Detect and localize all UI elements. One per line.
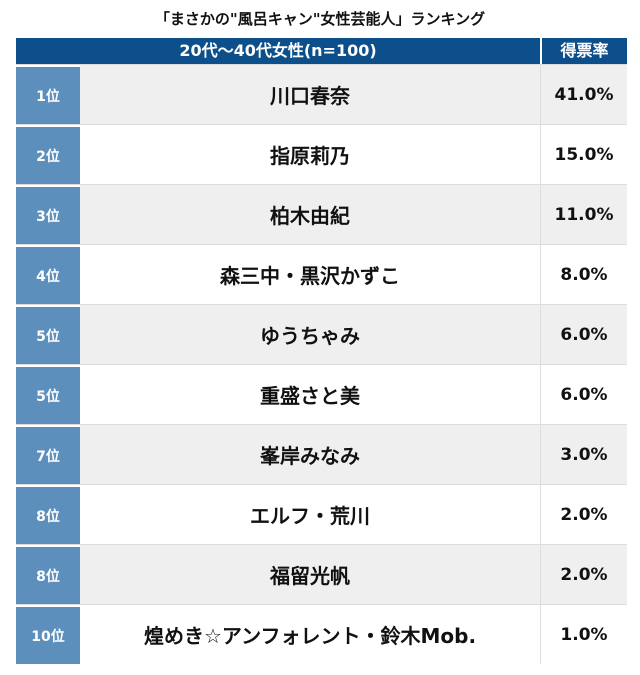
name-cell: 指原莉乃 [80, 125, 541, 184]
rank-cell: 10位 [16, 605, 80, 664]
name-cell: 柏木由紀 [80, 185, 541, 244]
table-row: 8位 エルフ・荒川 2.0% [16, 484, 627, 544]
value-cell: 15.0% [554, 144, 614, 165]
name-cell: エルフ・荒川 [80, 485, 541, 544]
name-cell: 峯岸みなみ [80, 425, 541, 484]
value-cell: 6.0% [560, 324, 608, 345]
value-cell: 41.0% [554, 84, 614, 105]
value-cell: 8.0% [560, 264, 608, 285]
header-group: 20代〜40代女性(n=100) [16, 38, 542, 64]
table-row: 3位 柏木由紀 11.0% [16, 184, 627, 244]
table-row: 4位 森三中・黒沢かずこ 8.0% [16, 244, 627, 304]
value-cell: 2.0% [560, 504, 608, 525]
rank-cell: 2位 [16, 125, 80, 184]
value-cell: 3.0% [560, 444, 608, 465]
table-header: 20代〜40代女性(n=100) 得票率 [16, 38, 627, 64]
rank-cell: 8位 [16, 485, 80, 544]
table-row: 1位 川口春奈 41.0% [16, 64, 627, 124]
table-row: 2位 指原莉乃 15.0% [16, 124, 627, 184]
name-cell: 川口春奈 [80, 65, 541, 124]
name-cell: 福留光帆 [80, 545, 541, 604]
name-cell: 森三中・黒沢かずこ [80, 245, 541, 304]
ranking-table: 20代〜40代女性(n=100) 得票率 1位 川口春奈 41.0% 2位 指原莉乃 15… [16, 38, 627, 664]
table-row: 10位 煌めき☆アンフォレント・鈴木Mob. 1.0% [16, 604, 627, 664]
value-cell: 1.0% [560, 624, 608, 645]
rank-cell: 5位 [16, 365, 80, 424]
table-row: 5位 重盛さと美 6.0% [16, 364, 627, 424]
value-cell: 11.0% [554, 204, 614, 225]
rank-cell: 5位 [16, 305, 80, 364]
table-row: 5位 ゆうちゃみ 6.0% [16, 304, 627, 364]
rank-cell: 7位 [16, 425, 80, 484]
chart-title: 「まさかの"風呂キャン"女性芸能人」ランキング [154, 10, 486, 28]
rank-cell: 3位 [16, 185, 80, 244]
rank-cell: 8位 [16, 545, 80, 604]
table-row: 7位 峯岸みなみ 3.0% [16, 424, 627, 484]
table-body: 1位 川口春奈 41.0% 2位 指原莉乃 15.0% 3位 柏木由紀 11.0% 4位 森三中・黒… [16, 64, 627, 664]
header-value: 得票率 [560, 41, 609, 60]
name-cell: 重盛さと美 [80, 365, 541, 424]
value-cell: 6.0% [560, 384, 608, 405]
table-row: 8位 福留光帆 2.0% [16, 544, 627, 604]
name-cell: ゆうちゃみ [80, 305, 541, 364]
value-cell: 2.0% [560, 564, 608, 585]
rank-cell: 4位 [16, 245, 80, 304]
name-cell: 煌めき☆アンフォレント・鈴木Mob. [80, 605, 541, 664]
rank-cell: 1位 [16, 65, 80, 124]
